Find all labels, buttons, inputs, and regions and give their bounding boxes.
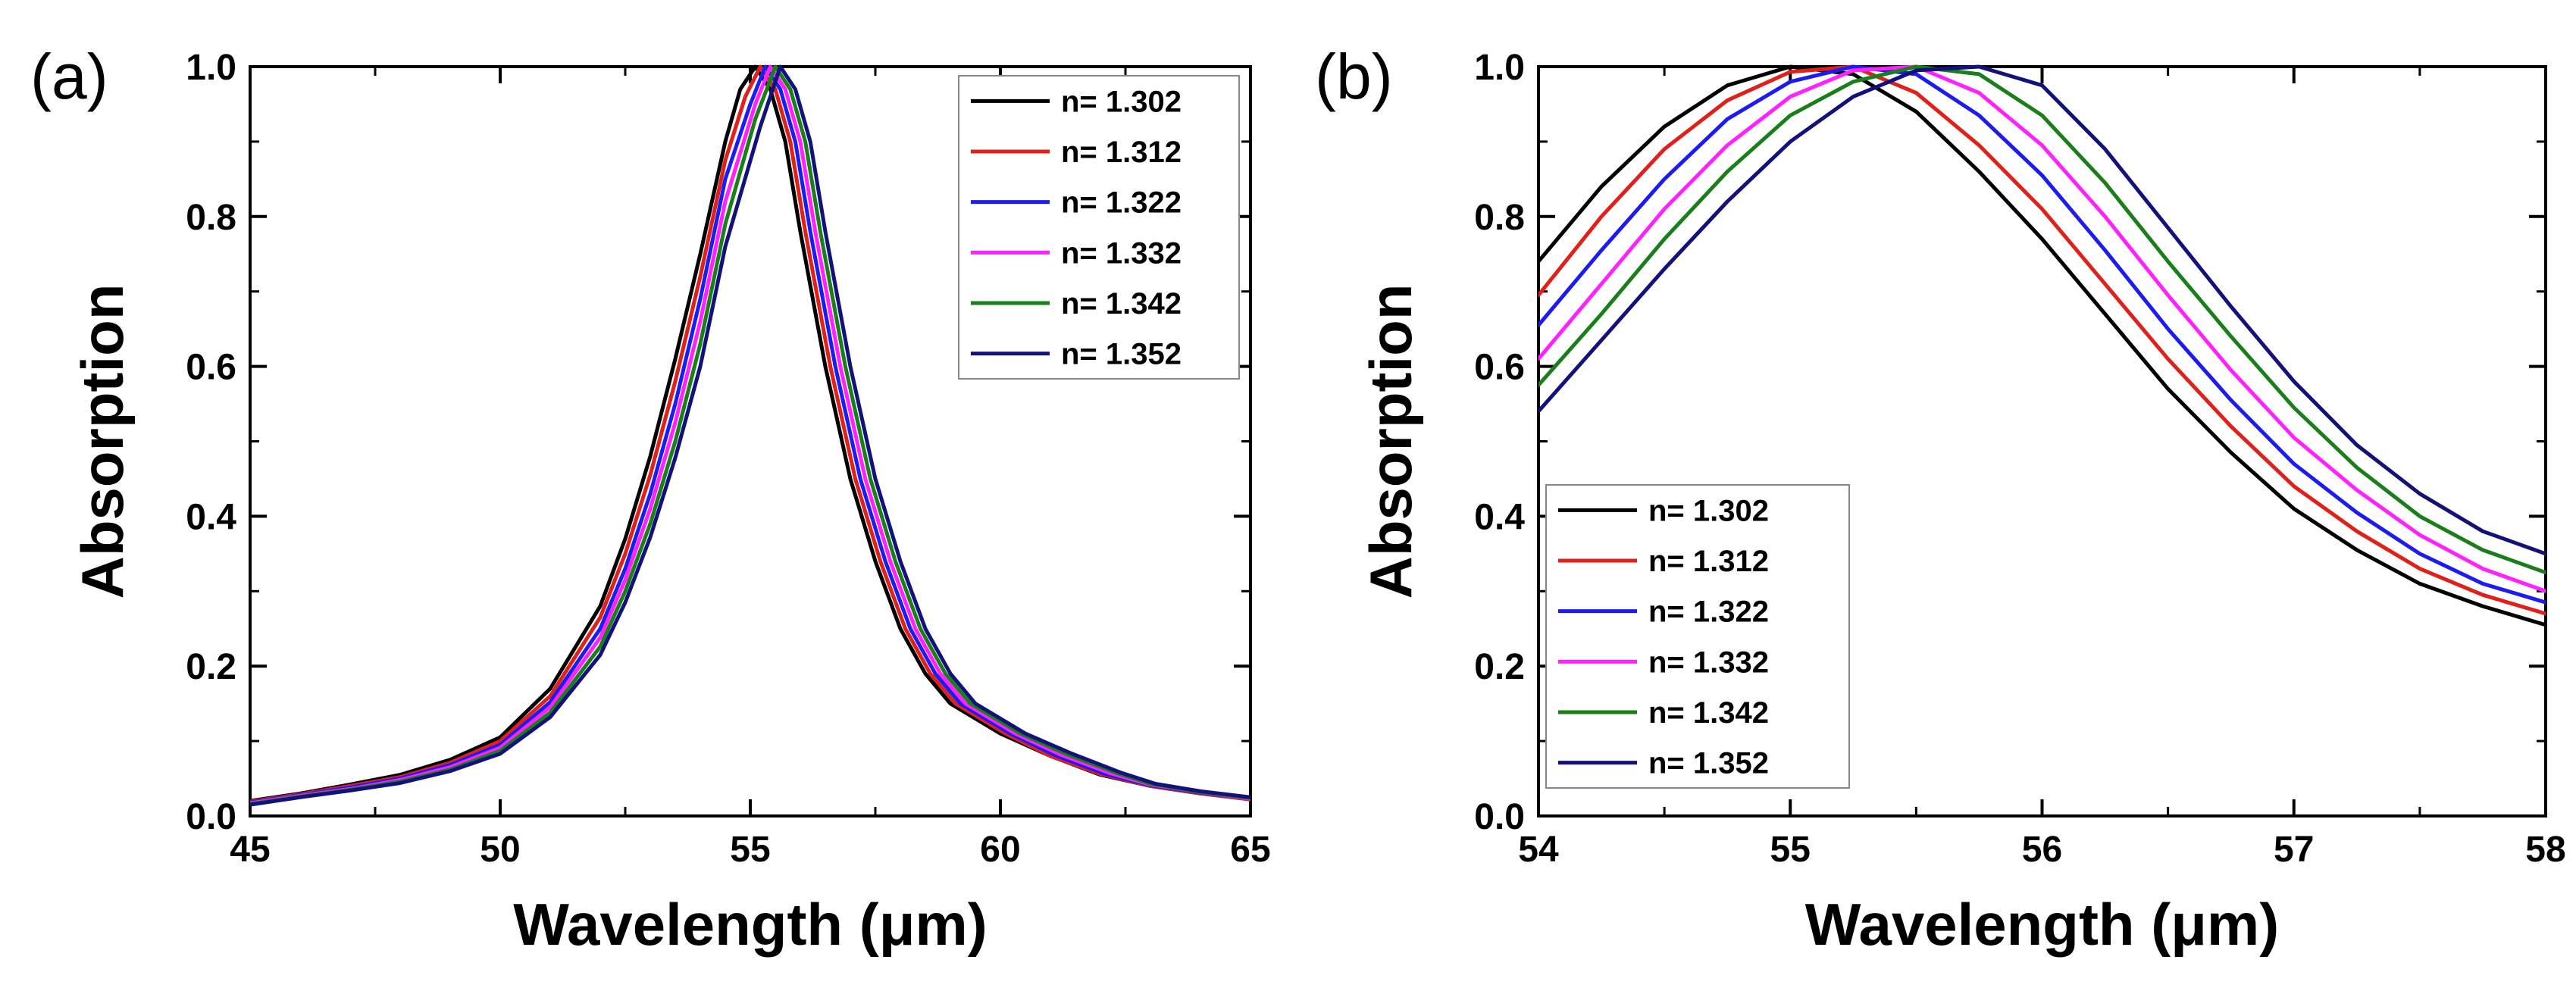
legend-label: n= 1.352 <box>1061 338 1182 371</box>
legend-label: n= 1.312 <box>1648 545 1769 578</box>
legend-label: n= 1.312 <box>1061 136 1182 169</box>
y-tick-label: 1.0 <box>186 48 236 88</box>
series-line <box>250 64 1250 806</box>
x-tick-label: 54 <box>1518 830 1559 870</box>
y-tick-label: 0.0 <box>1474 797 1525 837</box>
y-tick-label: 0.8 <box>1474 198 1525 238</box>
y-tick-label: 0.0 <box>186 797 236 837</box>
legend-label: n= 1.332 <box>1061 236 1182 270</box>
y-axis-title: Absorption <box>69 284 136 599</box>
legend-label: n= 1.352 <box>1648 747 1769 780</box>
legend: n= 1.302 n= 1.312 n= 1.322 n= 1.332 n= 1.342… <box>958 75 1240 380</box>
series-line <box>250 64 1250 807</box>
legend-label: n= 1.342 <box>1648 696 1769 730</box>
panel-label: (b) <box>1315 41 1393 112</box>
legend-box <box>958 75 1240 380</box>
series-line <box>1538 64 2546 575</box>
x-tick-label: 60 <box>980 830 1020 870</box>
legend-label: n= 1.322 <box>1061 186 1182 220</box>
series-line <box>1538 64 2546 616</box>
series-line <box>1538 64 2546 556</box>
y-tick-label: 0.2 <box>186 647 236 687</box>
panel-a: 45 50 55 60 65 0.0 0.2 0.4 0.6 0.8 1.0 Wavelength (… <box>30 41 1271 958</box>
x-axis-title: Wavelength (μm) <box>1805 891 2280 958</box>
panel-label: (a) <box>30 41 108 112</box>
y-tick-label: 0.6 <box>186 348 236 388</box>
legend: n= 1.302 n= 1.312 n= 1.322 n= 1.332 n= 1.342… <box>1545 484 1850 789</box>
series-line <box>1538 64 2546 593</box>
panel-b: 54 55 56 57 58 0.0 0.2 0.4 0.6 0.8 1.0 Wavelength (… <box>1315 41 2566 958</box>
y-axis-title: Absorption <box>1357 284 1424 599</box>
x-axis-title: Wavelength (μm) <box>513 891 988 958</box>
x-tick-label: 50 <box>480 830 520 870</box>
legend-label: n= 1.332 <box>1648 646 1769 679</box>
legend-label: n= 1.322 <box>1648 596 1769 629</box>
x-tick-label: 58 <box>2525 830 2565 870</box>
x-tick-label: 55 <box>730 830 770 870</box>
x-tick-label: 55 <box>1770 830 1811 870</box>
x-tick-label: 45 <box>230 830 270 870</box>
y-tick-label: 0.4 <box>186 497 236 537</box>
y-tick-label: 0.4 <box>1474 497 1525 537</box>
legend-label: n= 1.342 <box>1061 287 1182 320</box>
y-tick-label: 0.8 <box>186 198 236 238</box>
y-tick-label: 0.6 <box>1474 348 1525 388</box>
series-group <box>250 64 1250 807</box>
y-tick-label: 1.0 <box>1474 48 1525 88</box>
y-tick-label: 0.2 <box>1474 647 1525 687</box>
series-group <box>1538 64 2546 627</box>
legend-box <box>1545 484 1850 789</box>
x-tick-label: 56 <box>2022 830 2062 870</box>
legend-label: n= 1.302 <box>1061 85 1182 118</box>
x-tick-label: 65 <box>1230 830 1270 870</box>
x-tick-label: 57 <box>2274 830 2314 870</box>
legend-label: n= 1.302 <box>1648 494 1769 527</box>
series-line <box>1538 64 2546 627</box>
series-line <box>1538 64 2546 605</box>
